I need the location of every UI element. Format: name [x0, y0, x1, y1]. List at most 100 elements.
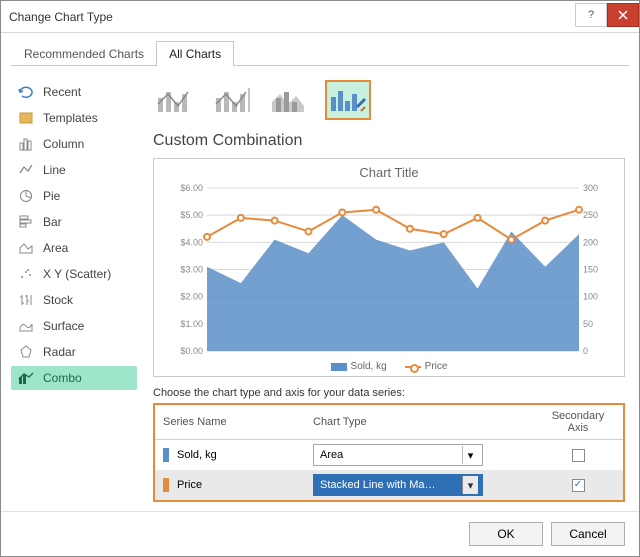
sidebar-item-label: Templates: [43, 111, 98, 125]
window-title: Change Chart Type: [9, 10, 575, 24]
combo-subtype-row: [149, 76, 629, 130]
svg-text:0: 0: [583, 346, 588, 356]
sidebar-item-area[interactable]: Area: [11, 236, 137, 260]
col-series-name: Series Name: [155, 411, 305, 433]
svg-text:300: 300: [583, 184, 598, 193]
combo-icon: [17, 370, 35, 386]
combo-thumb-icon: [270, 84, 310, 116]
svg-text:$0.00: $0.00: [180, 346, 203, 356]
ok-button[interactable]: OK: [469, 522, 543, 546]
help-button[interactable]: ?: [575, 3, 607, 27]
series-config-grid: Series Name Chart Type Secondary Axis So…: [153, 403, 625, 502]
series-caption: Choose the chart type and axis for your …: [153, 387, 625, 399]
sidebar-item-radar[interactable]: Radar: [11, 340, 137, 364]
bar-icon: [17, 214, 35, 230]
secondary-axis-checkbox[interactable]: [572, 449, 585, 462]
svg-text:250: 250: [583, 210, 598, 220]
select-value: Stacked Line with Ma…: [320, 479, 436, 491]
series-name-label: Sold, kg: [177, 449, 217, 461]
sidebar-item-combo[interactable]: Combo: [11, 366, 137, 390]
chevron-down-icon: ▾: [462, 476, 478, 494]
legend-label-area: Sold, kg: [351, 361, 387, 372]
combo-thumb-icon: [212, 84, 252, 116]
sidebar-item-label: Pie: [43, 189, 60, 203]
sidebar-item-pie[interactable]: Pie: [11, 184, 137, 208]
change-chart-type-dialog: Change Chart Type ? Recommended Charts A…: [0, 0, 640, 557]
chart-type-select[interactable]: Area ▾: [313, 444, 483, 466]
legend-swatch-line: [405, 366, 421, 368]
scatter-icon: [17, 266, 35, 282]
svg-text:150: 150: [583, 265, 598, 275]
sidebar-item-label: Combo: [43, 371, 82, 385]
close-button[interactable]: [607, 3, 639, 27]
chart-type-select[interactable]: Stacked Line with Ma… ▾: [313, 474, 483, 496]
dialog-buttons: OK Cancel: [1, 511, 639, 556]
close-icon: [618, 10, 628, 20]
chevron-down-icon: ▾: [462, 446, 478, 464]
legend-label-line: Price: [425, 361, 448, 372]
section-title: Custom Combination: [153, 132, 625, 150]
series-row: Price Stacked Line with Ma… ▾: [155, 470, 623, 500]
series-swatch: [163, 448, 169, 462]
series-grid-header: Series Name Chart Type Secondary Axis: [155, 405, 623, 440]
svg-text:100: 100: [583, 292, 598, 302]
sidebar-item-label: Bar: [43, 215, 62, 229]
svg-text:$6.00: $6.00: [180, 184, 203, 193]
series-swatch: [163, 478, 169, 492]
combo-thumb-icon: [329, 85, 367, 115]
sidebar-item-recent[interactable]: Recent: [11, 80, 137, 104]
recent-icon: [17, 84, 35, 100]
sidebar-item-label: X Y (Scatter): [43, 267, 111, 281]
line-icon: [17, 162, 35, 178]
chart-legend: Sold, kg Price: [164, 361, 614, 372]
series-name-label: Price: [177, 479, 202, 491]
sidebar-item-label: Recent: [43, 85, 81, 99]
cancel-button[interactable]: Cancel: [551, 522, 625, 546]
svg-text:$1.00: $1.00: [180, 319, 203, 329]
sidebar-item-label: Area: [43, 241, 68, 255]
series-row: Sold, kg Area ▾: [155, 440, 623, 470]
sidebar-item-xy-scatter[interactable]: X Y (Scatter): [11, 262, 137, 286]
svg-text:$5.00: $5.00: [180, 210, 203, 220]
radar-icon: [17, 344, 35, 360]
area-icon: [17, 240, 35, 256]
sidebar-item-surface[interactable]: Surface: [11, 314, 137, 338]
sidebar-item-line[interactable]: Line: [11, 158, 137, 182]
select-value: Area: [320, 449, 343, 461]
combo-subtype-3[interactable]: [267, 80, 313, 120]
chart-category-sidebar: Recent Templates Column Line Pie Bar: [11, 76, 137, 501]
tab-all-charts[interactable]: All Charts: [156, 41, 234, 66]
sidebar-item-label: Stock: [43, 293, 73, 307]
sidebar-item-stock[interactable]: Stock: [11, 288, 137, 312]
sidebar-item-bar[interactable]: Bar: [11, 210, 137, 234]
templates-icon: [17, 110, 35, 126]
combo-subtype-4[interactable]: [325, 80, 371, 120]
tab-recommended[interactable]: Recommended Charts: [11, 41, 157, 66]
svg-text:$4.00: $4.00: [180, 237, 203, 247]
sidebar-item-templates[interactable]: Templates: [11, 106, 137, 130]
titlebar: Change Chart Type ?: [1, 1, 639, 33]
sidebar-item-label: Column: [43, 137, 84, 151]
pie-icon: [17, 188, 35, 204]
chart-title: Chart Title: [164, 165, 614, 180]
sidebar-item-label: Line: [43, 163, 66, 177]
svg-text:200: 200: [583, 237, 598, 247]
combo-subtype-2[interactable]: [209, 80, 255, 120]
secondary-axis-checkbox[interactable]: [572, 479, 585, 492]
combo-thumb-icon: [154, 84, 194, 116]
sidebar-item-column[interactable]: Column: [11, 132, 137, 156]
right-pane: Custom Combination Chart Title $0.00 0 $1.…: [149, 76, 629, 501]
chart-preview: Chart Title $0.00 0 $1.00 50 $2.00 100 $3.00 15…: [153, 158, 625, 377]
col-chart-type: Chart Type: [305, 411, 533, 433]
chart-canvas: $0.00 0 $1.00 50 $2.00 100 $3.00 150 $4.00 200 $5.…: [164, 184, 614, 359]
combo-subtype-1[interactable]: [151, 80, 197, 120]
legend-swatch-area: [331, 363, 347, 371]
surface-icon: [17, 318, 35, 334]
svg-text:$2.00: $2.00: [180, 292, 203, 302]
help-icon: ?: [588, 9, 594, 21]
sidebar-item-label: Radar: [43, 345, 76, 359]
col-secondary-axis: Secondary Axis: [533, 405, 623, 439]
svg-text:50: 50: [583, 319, 593, 329]
svg-text:$3.00: $3.00: [180, 265, 203, 275]
column-icon: [17, 136, 35, 152]
